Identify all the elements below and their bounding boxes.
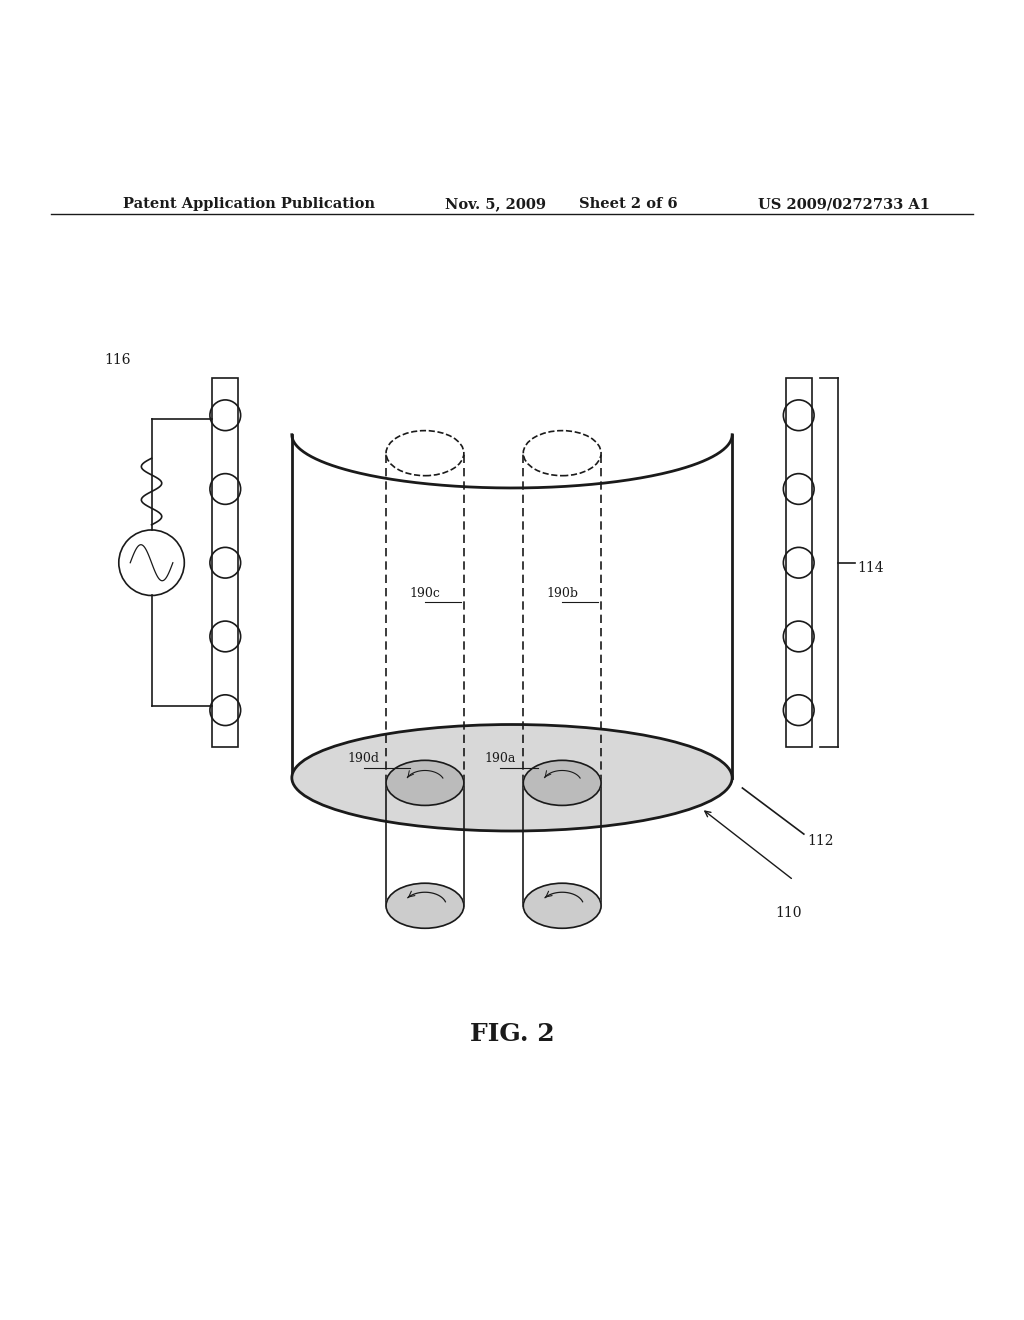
Text: 112: 112 bbox=[807, 834, 834, 849]
Ellipse shape bbox=[386, 760, 464, 805]
Ellipse shape bbox=[292, 725, 732, 832]
Bar bbox=[786, 379, 812, 747]
Text: Nov. 5, 2009: Nov. 5, 2009 bbox=[445, 197, 547, 211]
Text: 190b: 190b bbox=[546, 587, 579, 601]
Text: 116: 116 bbox=[104, 352, 131, 367]
Text: FIG. 2: FIG. 2 bbox=[470, 1022, 554, 1045]
Text: US 2009/0272733 A1: US 2009/0272733 A1 bbox=[758, 197, 930, 211]
Text: 114: 114 bbox=[858, 561, 885, 574]
Text: 190d: 190d bbox=[347, 752, 380, 766]
Text: Patent Application Publication: Patent Application Publication bbox=[123, 197, 375, 211]
Text: 190a: 190a bbox=[484, 752, 515, 766]
Text: 190c: 190c bbox=[410, 587, 440, 601]
Text: 110: 110 bbox=[775, 906, 802, 920]
Text: Sheet 2 of 6: Sheet 2 of 6 bbox=[579, 197, 677, 211]
Ellipse shape bbox=[523, 760, 601, 805]
Ellipse shape bbox=[523, 883, 601, 928]
Ellipse shape bbox=[386, 883, 464, 928]
Bar bbox=[213, 379, 238, 747]
